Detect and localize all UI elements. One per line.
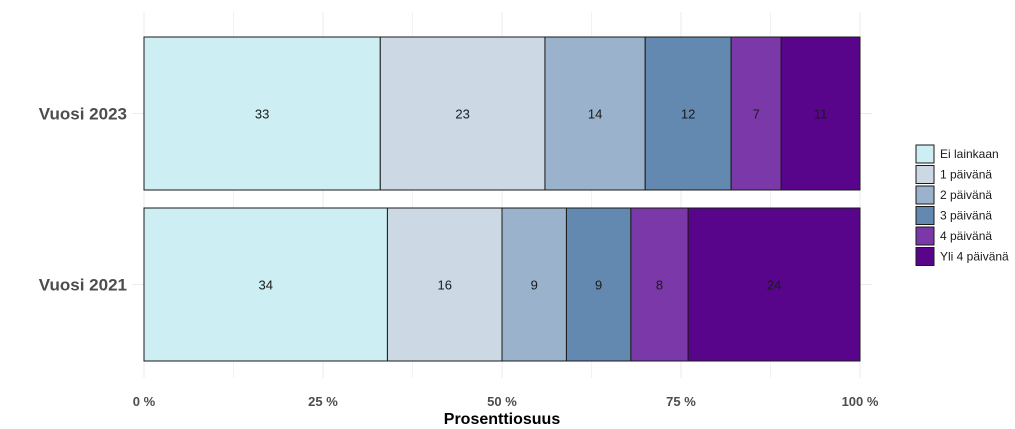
bars: 33 23 14 12 7 11 34 16 9 9 8 24	[143, 36, 861, 362]
x-tick-label: 0 %	[133, 394, 156, 409]
bar-segment	[630, 207, 689, 362]
x-tick-labels: 0 % 25 % 50 % 75 % 100 %	[133, 394, 879, 409]
data-label: 9	[531, 278, 538, 293]
data-label: 33	[255, 107, 269, 122]
bar-segment	[386, 207, 503, 362]
data-label: 9	[595, 278, 602, 293]
legend-label: 4 päivänä	[940, 229, 992, 243]
data-label: 23	[455, 107, 469, 122]
legend-label: 1 päivänä	[940, 168, 992, 182]
x-axis-title: Prosenttiosuus	[444, 411, 561, 428]
bar-segment	[379, 36, 546, 191]
category-label: Vuosi 2023	[39, 105, 127, 124]
data-label: 12	[681, 107, 695, 122]
category-labels: Vuosi 2023 Vuosi 2021	[39, 105, 127, 295]
legend-swatch	[915, 226, 935, 246]
bar-segment	[687, 207, 861, 362]
data-label: 34	[258, 278, 272, 293]
legend-swatch	[915, 144, 935, 164]
legend-label: Ei lainkaan	[940, 147, 999, 161]
bar-segment	[544, 36, 646, 191]
x-tick-label: 75 %	[666, 394, 696, 409]
legend-swatch	[915, 165, 935, 184]
data-label: 16	[437, 278, 451, 293]
data-label: 11	[814, 107, 828, 122]
x-tick-label: 50 %	[487, 394, 517, 409]
legend-swatch	[915, 185, 935, 205]
data-label: 8	[656, 278, 663, 293]
legend-label: Yli 4 päivänä	[940, 250, 1009, 264]
legend-swatch	[915, 247, 935, 266]
category-label: Vuosi 2021	[39, 276, 127, 295]
x-tick-label: 100 %	[842, 394, 879, 409]
bar-segment	[565, 207, 632, 362]
bar-segment	[143, 36, 381, 191]
bar-segment	[780, 36, 861, 191]
bar-segment	[143, 207, 388, 362]
bar-segment	[644, 36, 732, 191]
legend-label: 2 päivänä	[940, 188, 992, 202]
bar-segment	[730, 36, 782, 191]
data-label: 24	[767, 278, 781, 293]
legend-label: 3 päivänä	[940, 209, 992, 223]
data-label: 14	[588, 107, 602, 122]
legend-swatch	[915, 206, 935, 225]
bar-segment	[501, 207, 567, 362]
x-tick-label: 25 %	[308, 394, 338, 409]
data-label: 7	[753, 107, 760, 122]
legend: Ei lainkaan 1 päivänä 2 päivänä 3 päivänä 4 …	[915, 144, 1009, 266]
